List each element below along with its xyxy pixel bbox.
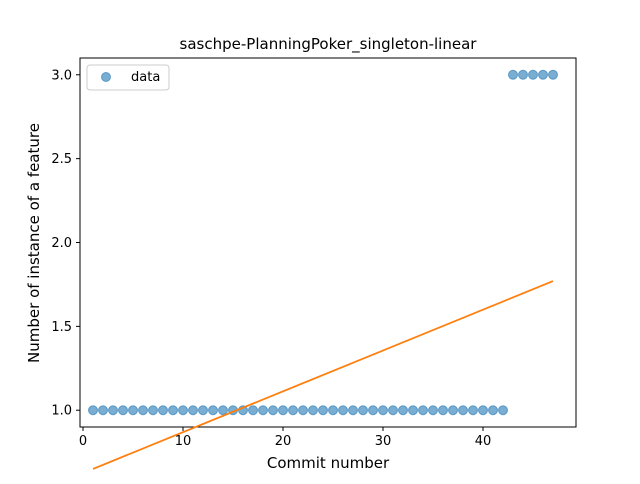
x-tick-label: 20	[275, 434, 292, 449]
data-point	[298, 405, 308, 416]
data-point	[518, 69, 528, 80]
data-point	[268, 405, 278, 416]
data-point	[528, 69, 538, 80]
data-point	[448, 405, 458, 416]
data-point	[548, 69, 558, 80]
data-point	[508, 69, 518, 80]
data-point	[338, 405, 348, 416]
x-tick-label: 30	[375, 434, 392, 449]
data-point	[368, 405, 378, 416]
chart-title: saschpe-PlanningPoker_singleton-linear	[180, 35, 478, 54]
data-point	[428, 405, 438, 416]
data-point	[488, 405, 498, 416]
data-point	[378, 405, 388, 416]
data-point	[248, 405, 258, 416]
y-axis-label: Number of instance of a feature	[25, 123, 43, 363]
legend-marker-data	[101, 72, 111, 82]
data-point	[158, 405, 168, 416]
data-point	[388, 405, 398, 416]
data-point	[438, 405, 448, 416]
data-point	[538, 69, 548, 80]
legend-label-data: data	[131, 70, 160, 85]
x-tick-label: 0	[79, 434, 87, 449]
data-point	[308, 405, 318, 416]
x-axis-label: Commit number	[267, 454, 390, 472]
y-tick-label: 2.0	[51, 236, 72, 251]
data-point	[98, 405, 108, 416]
data-point	[88, 405, 98, 416]
data-point	[188, 405, 198, 416]
data-point	[358, 405, 368, 416]
data-point	[408, 405, 418, 416]
data-point	[288, 405, 298, 416]
data-point	[418, 405, 428, 416]
data-point	[328, 405, 338, 416]
y-tick-label: 3.0	[51, 68, 72, 83]
data-point	[278, 405, 288, 416]
data-point	[398, 405, 408, 416]
data-point	[318, 405, 328, 416]
data-point	[148, 405, 158, 416]
data-point	[138, 405, 148, 416]
data-point	[178, 405, 188, 416]
data-point	[258, 405, 268, 416]
data-point	[168, 405, 178, 416]
series-layer	[88, 69, 558, 470]
data-point	[348, 405, 358, 416]
y-tick-label: 1.5	[51, 320, 72, 335]
data-point	[198, 405, 208, 416]
data-point	[478, 405, 488, 416]
legend: data	[86, 64, 170, 91]
legend-box	[86, 64, 170, 91]
data-point	[208, 405, 218, 416]
data-point	[218, 405, 228, 416]
data-point	[128, 405, 138, 416]
data-point	[458, 405, 468, 416]
data-point	[468, 405, 478, 416]
fit-line	[92, 280, 554, 470]
y-tick-label: 2.5	[51, 152, 72, 167]
data-point	[498, 405, 508, 416]
x-tick-label: 10	[175, 434, 192, 449]
data-point	[118, 405, 128, 416]
x-axis: 0 10 20 30 40	[79, 427, 491, 449]
x-tick-label: 40	[475, 434, 492, 449]
y-axis: 1.0 1.5 2.0 2.5 3.0	[51, 68, 80, 419]
data-point	[108, 405, 118, 416]
y-tick-label: 1.0	[51, 404, 72, 419]
